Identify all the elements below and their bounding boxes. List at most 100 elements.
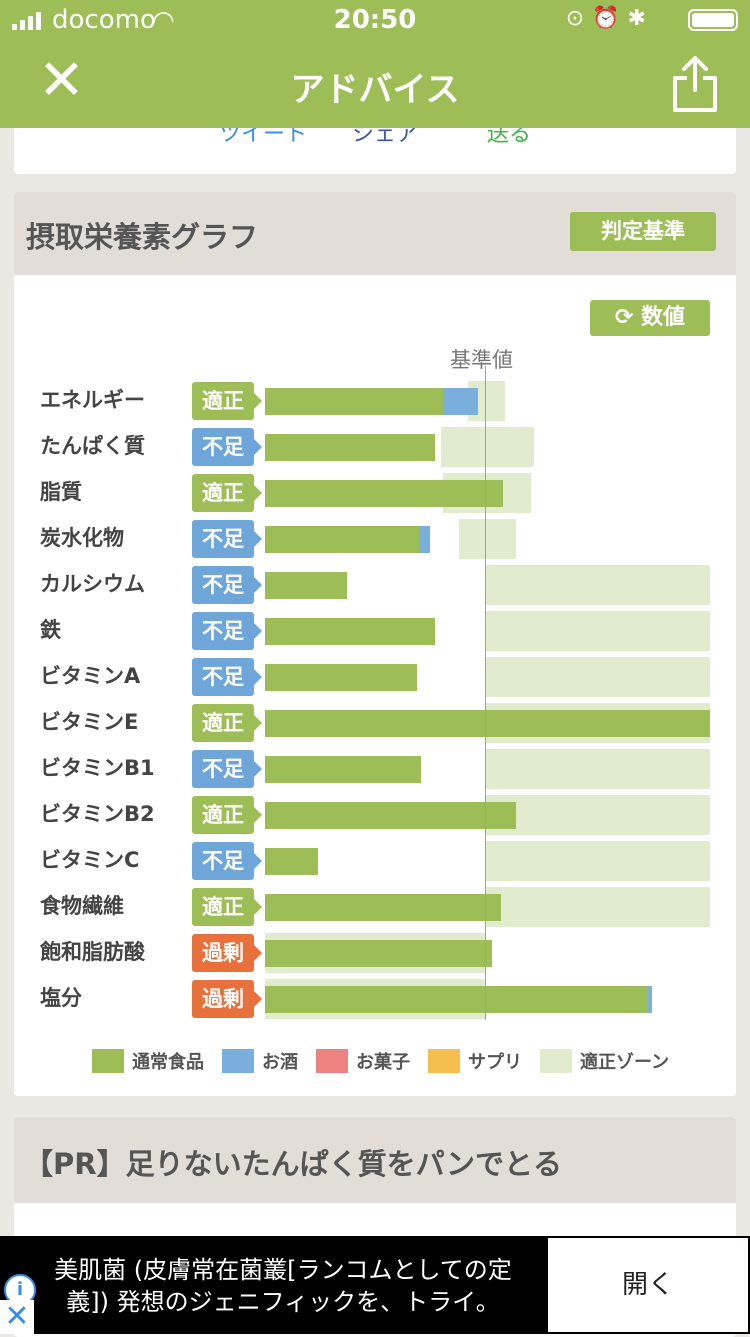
nutrient-row: ビタミンA 不足 [14,654,736,700]
legend-item: お酒 [222,1048,298,1074]
reference-label: 基準値 [450,348,513,372]
close-ad-icon[interactable]: ✕ [0,1300,34,1334]
nutrient-name: ビタミンE [40,710,139,734]
adequate-zone [485,887,710,927]
carrier-label: docomo [52,5,156,35]
legend-label: お菓子 [356,1052,410,1073]
nutrient-name: 食物繊維 [40,894,124,918]
nutrient-row: 脂質 適正 [14,470,736,516]
share-link[interactable]: シェア [352,128,419,147]
adequate-zone [441,427,534,467]
pr-card-header: 【PR】足りないたんぱく質をパンでとる [14,1117,736,1203]
status-badge: 適正 [192,704,262,742]
tweet-link[interactable]: ツイート [219,128,308,147]
page-title: アドバイス [290,70,460,110]
nutrient-row: ビタミンB1 不足 [14,746,736,792]
nutrient-row: 炭水化物 不足 [14,516,736,562]
nutrient-name: 鉄 [40,618,61,642]
nutrient-row: エネルギー 適正 [14,378,736,424]
status-badge: 不足 [192,658,262,696]
ad-open-button[interactable]: 開く [548,1238,748,1332]
adequate-zone [485,841,710,881]
bar-normal-food [265,940,492,967]
status-badge: 不足 [192,750,262,788]
status-badge: 不足 [192,520,262,558]
bar-normal-food [265,388,443,415]
nutrient-graph-card: エネルギー 適正 たんぱく質 不足 脂質 適正 炭水化物 不足 カルシウム 不足鉄不足 ビタミンA 不… [14,192,736,1096]
graph-title: 摂取栄養素グラフ [26,220,259,254]
legend-item: 適正ゾーン [540,1048,669,1074]
adequate-zone [485,657,710,697]
legend-swatch [316,1049,348,1073]
nutrient-row: ビタミンC 不足 [14,838,736,884]
nutrient-name: ビタミンB1 [40,756,155,780]
status-badge: 適正 [192,474,262,512]
criteria-button[interactable]: 判定基準 [570,212,716,251]
legend-item: お菓子 [316,1048,410,1074]
legend-swatch [540,1049,572,1073]
close-icon[interactable]: ✕ [38,48,85,113]
battery-icon [688,9,738,31]
clock: 20:50 [333,5,417,35]
legend-swatch [92,1049,124,1073]
legend-label: お酒 [262,1052,298,1073]
graph-header: 摂取栄養素グラフ 判定基準 [14,192,736,275]
bar-normal-food [265,848,318,875]
wifi-icon: ◠ [152,6,175,36]
nutrient-row: 飽和脂肪酸 過剰 [14,930,736,976]
nutrient-row: 鉄 不足 [14,608,736,654]
chart-legend: 通常食品 お酒 お菓子 サプリ 適正ゾーン [92,1048,669,1074]
refresh-icon: ⟳ [614,305,634,330]
nutrient-row: 塩分 過剰 [14,976,736,1022]
nutrient-name: ビタミンA [40,664,141,688]
reference-line [485,366,486,1020]
nutrient-name: 脂質 [40,480,82,504]
nutrient-name: エネルギー [40,388,145,412]
status-bar: docomo ◠ 20:50 ⊙⏰✱ [0,0,750,40]
nutrient-name: たんぱく質 [40,434,145,458]
value-toggle-label: 数値 [641,305,686,330]
nutrient-name: ビタミンB2 [40,802,155,826]
legend-label: 通常食品 [132,1052,204,1073]
previous-card: ツイート シェア 送る [14,128,736,174]
nutrient-name: 塩分 [40,986,82,1010]
status-icons: ⊙⏰✱ [565,6,654,31]
status-badge: 適正 [192,382,262,420]
nutrient-row: カルシウム 不足 [14,562,736,608]
status-badge: 過剰 [192,934,262,972]
share-icon[interactable] [670,54,720,114]
adequate-zone [485,795,710,835]
send-link[interactable]: 送る [487,128,532,147]
nutrient-row: たんぱく質 不足 [14,424,736,470]
status-badge: 不足 [192,566,262,604]
legend-label: サプリ [468,1052,522,1073]
value-toggle-button[interactable]: ⟳ 数値 [590,300,710,336]
nutrient-row: ビタミンE 適正 [14,700,736,746]
status-badge: 不足 [192,428,262,466]
bar-normal-food [265,480,503,507]
bar-normal-food [265,894,501,921]
bar-normal-food [265,618,435,645]
nutrient-name: カルシウム [40,572,145,596]
ad-text: 美肌菌 (皮膚常在菌叢[ランコムとしての定義]) 発想のジェニフィックを、トライ… [54,1256,512,1316]
adequate-zone [485,565,710,605]
pr-card-title: 【PR】足りないたんぱく質をパンでとる [24,1147,563,1181]
bar-normal-food [265,664,417,691]
status-badge: 不足 [192,842,262,880]
adequate-zone [459,519,516,559]
legend-item: サプリ [428,1048,522,1074]
legend-swatch [428,1049,460,1073]
ad-banner[interactable]: i ✕ 美肌菌 (皮膚常在菌叢[ランコムとしての定義]) 発想のジェニフィックを… [0,1236,750,1334]
status-badge: 過剰 [192,980,262,1018]
legend-item: 通常食品 [92,1048,204,1074]
status-badge: 適正 [192,796,262,834]
nutrient-chart: エネルギー 適正 たんぱく質 不足 脂質 適正 炭水化物 不足 カルシウム 不足鉄不足 ビタミンA 不… [14,192,736,1096]
nav-bar: ✕ アドバイス [0,40,750,128]
nutrient-name: ビタミンC [40,848,140,872]
adequate-zone [485,749,710,789]
legend-label: 適正ゾーン [580,1052,670,1073]
nutrient-row: ビタミンB2 適正 [14,792,736,838]
bar-normal-food [265,572,347,599]
bar-normal-food [265,802,516,829]
bar-normal-food [265,710,710,737]
